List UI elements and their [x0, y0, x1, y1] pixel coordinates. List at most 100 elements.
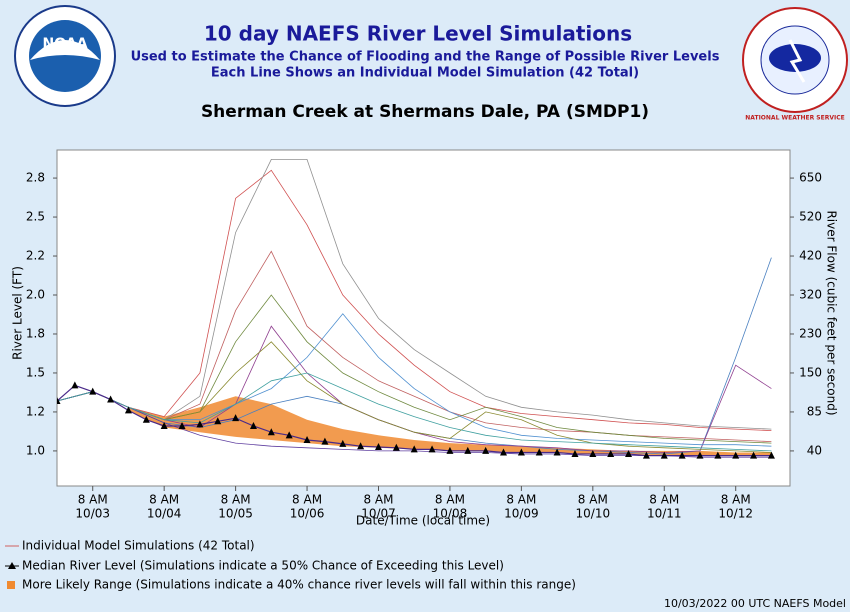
median-marker: [196, 420, 204, 428]
median-marker: [625, 450, 633, 458]
legend-swatch: [7, 581, 15, 589]
median-marker: [339, 439, 347, 447]
x-tick-label: 8 AM: [363, 493, 393, 507]
y-tick-label: 1.2: [26, 404, 45, 418]
chart-title: Sherman Creek at Shermans Dale, PA (SMDP…: [201, 102, 649, 122]
median-marker: [249, 421, 257, 429]
y2-tick-label: 520: [799, 210, 822, 224]
y-tick-label: 1.8: [26, 326, 45, 340]
x-tick-label: 8 AM: [578, 493, 608, 507]
median-marker: [124, 406, 132, 414]
x-tick-label: 8 AM: [435, 493, 465, 507]
simulation-line: [57, 250, 772, 442]
median-marker: [267, 428, 275, 436]
median-marker: [178, 421, 186, 429]
median-marker: [750, 451, 758, 459]
y2-tick-label: 230: [799, 326, 822, 340]
footer: 10/03/2022 00 UTC NAEFS Model: [664, 597, 846, 610]
median-marker: [142, 415, 150, 423]
x-tick-label: 10/09: [504, 507, 539, 521]
y-tick-label: 2.5: [26, 210, 45, 224]
median-marker: [678, 451, 686, 459]
median-marker: [214, 417, 222, 425]
y-tick-label: 2.8: [26, 171, 45, 185]
range-band: [128, 396, 772, 456]
x-tick-label: 10/12: [718, 507, 753, 521]
median-marker: [89, 387, 97, 395]
median-marker: [607, 450, 615, 458]
median-marker: [446, 446, 454, 454]
median-marker: [482, 446, 490, 454]
y2-axis-label: River Flow (cubic feet per second): [825, 210, 839, 415]
y-tick-label: 2.2: [26, 249, 45, 263]
simulation-line: [57, 372, 772, 452]
noaa-text: NOAA: [43, 36, 88, 52]
y2-tick-label: 320: [799, 288, 822, 302]
median-marker: [732, 451, 740, 459]
median-marker: [660, 451, 668, 459]
page-title: 10 day NAEFS River Level Simulations: [204, 22, 632, 46]
simulation-line: [57, 159, 772, 430]
nws-text: NATIONAL WEATHER SERVICE: [745, 115, 844, 122]
x-tick-label: 8 AM: [292, 493, 322, 507]
simulation-line: [57, 313, 772, 447]
x-tick-label: 10/04: [147, 507, 182, 521]
x-tick-label: 10/03: [75, 507, 110, 521]
median-marker: [71, 381, 79, 389]
median-marker: [410, 445, 418, 453]
plot-layer: [57, 159, 775, 459]
median-marker: [232, 414, 240, 422]
median-marker: [696, 451, 704, 459]
y-axis-label: River Level (FT): [11, 266, 25, 360]
x-tick-label: 8 AM: [649, 493, 679, 507]
nws-logo: NATIONAL WEATHER SERVICE: [742, 7, 848, 122]
legend-label: Median River Level (Simulations indicate…: [22, 559, 504, 573]
simulation-line: [57, 341, 772, 453]
median-marker: [303, 436, 311, 444]
x-tick-label: 8 AM: [721, 493, 751, 507]
y2-tick-label: 650: [799, 171, 822, 185]
median-marker: [285, 431, 293, 439]
y-tick-label: 1.0: [26, 443, 45, 457]
median-marker: [392, 443, 400, 451]
x-axis-label: Date/Time (local time): [356, 514, 490, 528]
x-tick-label: 8 AM: [149, 493, 179, 507]
median-marker: [57, 397, 61, 405]
y2-tick-label: 420: [799, 249, 822, 263]
median-marker: [517, 448, 525, 456]
x-tick-label: 10/11: [647, 507, 682, 521]
median-marker: [642, 451, 650, 459]
x-tick-label: 8 AM: [221, 493, 251, 507]
y2-tick-label: 40: [807, 443, 822, 457]
median-marker: [357, 442, 365, 450]
legend-swatch: [8, 562, 16, 569]
median-marker: [160, 421, 168, 429]
median-marker: [589, 450, 597, 458]
y2-tick-label: 85: [807, 404, 822, 418]
x-tick-label: 10/07: [361, 507, 396, 521]
y-tick-label: 1.5: [26, 365, 45, 379]
median-marker: [714, 451, 722, 459]
plot-area: [56, 149, 791, 487]
noaa-logo: NOAA: [14, 5, 116, 107]
median-marker: [553, 448, 561, 456]
median-marker: [500, 448, 508, 456]
legend-label: Individual Model Simulations (42 Total): [22, 539, 255, 553]
x-tick-label: 8 AM: [78, 493, 108, 507]
median-marker: [767, 451, 775, 459]
subtitle: Each Line Shows an Individual Model Simu…: [211, 66, 639, 81]
x-tick-label: 10/08: [433, 507, 468, 521]
x-tick-label: 10/06: [290, 507, 325, 521]
median-marker: [535, 448, 543, 456]
legend-label: More Likely Range (Simulations indicate …: [22, 578, 576, 592]
subtitle: Used to Estimate the Chance of Flooding …: [131, 50, 720, 65]
simulation-line: [57, 169, 772, 431]
x-tick-label: 10/10: [576, 507, 611, 521]
legend: Individual Model Simulations (42 Total) …: [5, 539, 576, 592]
median-marker: [321, 437, 329, 445]
x-tick-label: 10/05: [218, 507, 253, 521]
median-marker: [464, 446, 472, 454]
x-tick-label: 8 AM: [506, 493, 536, 507]
median-marker: [571, 450, 579, 458]
